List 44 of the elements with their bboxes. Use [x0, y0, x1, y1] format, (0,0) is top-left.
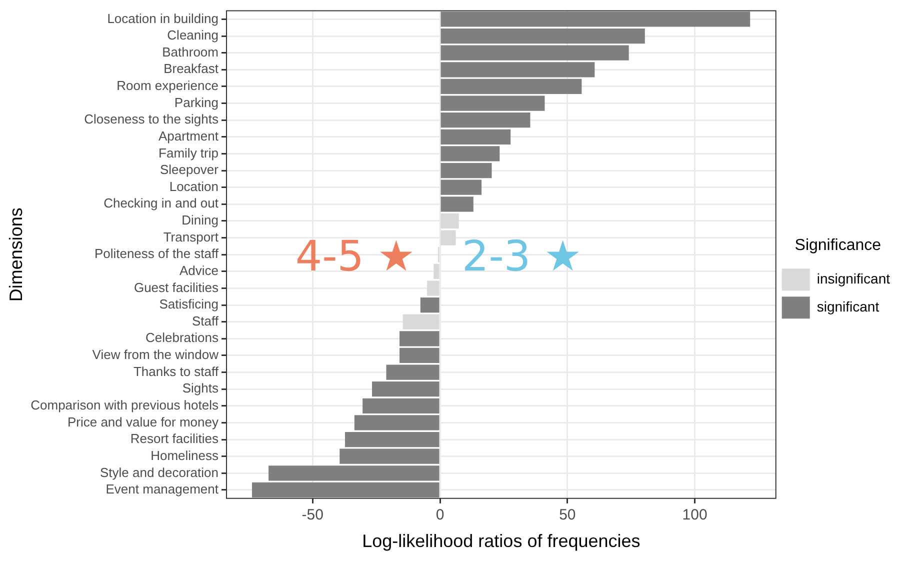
y-tick-label: Advice	[179, 262, 218, 278]
legend-label: insignificant	[816, 270, 890, 286]
bar	[402, 314, 440, 330]
y-tick-label: Sights	[182, 380, 219, 396]
y-tick-label: Family trip	[158, 145, 218, 160]
x-axis-title: Log-likelihood ratios of frequencies	[362, 531, 640, 552]
x-tick-label: 100	[682, 506, 708, 524]
y-tick-label: Location	[169, 178, 218, 194]
y-tick-label: Thanks to staff	[133, 364, 219, 379]
y-tick-label: Apartment	[158, 128, 219, 144]
y-tick-label: Politeness of the staff	[94, 246, 219, 262]
x-tick-label: -50	[302, 506, 324, 524]
annotation: 2-3 ★	[462, 232, 582, 281]
y-tick-label: Event management	[106, 482, 219, 497]
y-tick-label: Cleaning	[167, 28, 218, 43]
legend-label: significant	[816, 298, 880, 314]
y-tick-label: Resort facilities	[130, 431, 219, 446]
y-tick-label: Style and decoration	[100, 464, 218, 480]
y-tick-label: Bathroom	[162, 44, 218, 60]
y-tick-label: Celebrations	[146, 330, 219, 346]
bar	[420, 297, 440, 313]
annotation: 4-5 ★	[295, 232, 416, 281]
y-tick-label: View from the window	[92, 347, 220, 362]
y-tick-label: Breakfast	[164, 61, 219, 76]
bar	[400, 331, 440, 346]
y-tick-label: Satisficing	[159, 296, 218, 312]
y-axis-title: Dimensions	[6, 208, 26, 302]
y-tick-label: Price and value for money	[67, 414, 219, 430]
x-tick-label: 50	[559, 506, 576, 524]
bar	[252, 482, 440, 498]
y-tick-label: Dining	[182, 212, 218, 228]
x-tick-label: 0	[436, 506, 444, 524]
y-tick-label: Checking in and out	[104, 196, 219, 211]
y-tick-label: Transport	[163, 229, 219, 244]
y-tick-label: Guest facilities	[134, 280, 219, 295]
y-tick-label: Location in building	[107, 10, 218, 26]
legend-title: Significance	[794, 236, 882, 254]
y-tick-label: Parking	[174, 94, 218, 110]
y-tick-label: Staff	[192, 313, 219, 328]
y-tick-label: Comparison with previous hotels	[30, 398, 219, 412]
y-tick-label: Homeliness	[150, 448, 219, 463]
y-tick-label: Sleepover	[160, 162, 220, 178]
y-tick-label: Room experience	[116, 78, 218, 94]
y-tick-label: Closeness to the sights	[84, 112, 219, 127]
